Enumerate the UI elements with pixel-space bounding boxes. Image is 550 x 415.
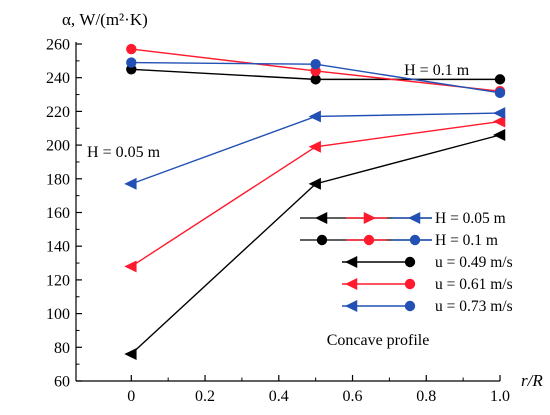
legend-marker	[409, 234, 421, 246]
series-point-1	[124, 260, 137, 273]
y-tick-label: 160	[46, 205, 70, 222]
y-tick-label: 200	[46, 138, 70, 155]
series-point-3	[494, 74, 506, 85]
x-tick-label: 0.8	[416, 388, 436, 405]
x-tick-label: 0.2	[195, 388, 215, 405]
annotation: H = 0.1 m	[404, 62, 470, 79]
legend-marker	[315, 212, 328, 224]
series-layer	[124, 43, 506, 360]
series-point-0	[308, 177, 321, 190]
x-tick-label: 0.4	[269, 388, 289, 405]
legend-label: u = 0.61 m/s	[435, 276, 513, 293]
series-point-2	[308, 110, 321, 123]
series-point-1	[308, 140, 321, 153]
series-point-0	[493, 129, 506, 141]
y-tick-label: 220	[46, 104, 70, 121]
legend-marker	[363, 234, 375, 246]
legend-marker	[404, 300, 416, 312]
series-point-1	[493, 115, 506, 128]
y-tick-label: 140	[46, 239, 70, 256]
legend-label: u = 0.73 m/s	[435, 298, 513, 315]
legend	[300, 212, 432, 312]
y-tick-label: 180	[46, 171, 70, 188]
legend-label: H = 0.1 m	[435, 232, 498, 249]
legend-label: H = 0.05 m	[435, 210, 506, 227]
y-tick-label: 240	[46, 70, 70, 87]
y-tick-label: 80	[54, 340, 70, 357]
legend-marker	[345, 300, 358, 312]
legend-label: u = 0.49 m/s	[435, 254, 513, 271]
x-tick-label: 1.0	[490, 388, 510, 405]
series-point-2	[493, 107, 506, 120]
legend-marker	[404, 278, 416, 290]
series-point-3	[310, 74, 321, 85]
legend-marker	[408, 212, 421, 224]
series-point-0	[124, 348, 137, 360]
legend-marker	[345, 278, 358, 290]
tick-marks	[76, 43, 501, 382]
y-axis-label: α, W/(m²·K)	[62, 10, 148, 29]
series-point-5	[494, 87, 506, 99]
legend-marker	[316, 234, 328, 246]
labels-layer: 60 80 100 120 140 160 180 200 220 240 260 0 0.2 0.4 0.…	[46, 10, 543, 405]
series-point-5	[310, 59, 321, 70]
legend-marker	[363, 212, 376, 224]
series-point-5	[126, 57, 137, 68]
y-tick-label: 120	[46, 272, 70, 289]
legend-marker	[404, 256, 416, 268]
legend-marker	[345, 256, 358, 268]
x-tick-label: 0	[127, 388, 135, 405]
y-tick-label: 60	[54, 374, 70, 391]
x-tick-label: 0.6	[343, 388, 363, 405]
axes	[75, 42, 500, 382]
series-point-4	[126, 43, 137, 55]
y-tick-label: 100	[46, 306, 70, 323]
annotation: H = 0.05 m	[87, 144, 161, 161]
annotation: Concave profile	[327, 332, 430, 349]
y-tick-label: 260	[46, 37, 70, 54]
series-point-2	[124, 177, 137, 190]
x-axis-label: r/R	[521, 371, 543, 390]
